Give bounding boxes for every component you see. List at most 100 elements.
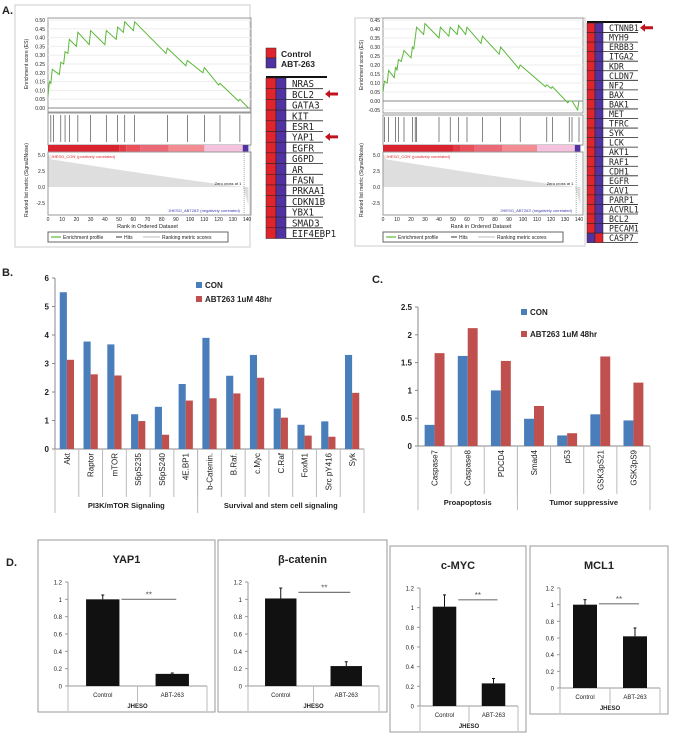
legend-enrichment-profile: Enrichment profile (398, 235, 439, 241)
heat-cell-abt263 (275, 174, 287, 186)
es-tick-label: 0.20 (35, 71, 45, 77)
heat-cell-abt263 (275, 206, 287, 218)
metric-axis-label: Ranked list metric (Signal2Noise) (24, 143, 30, 217)
category-label: FoxM1 (301, 452, 310, 477)
group-label: PI3K/mTOR Signaling (88, 501, 165, 510)
es-tick-label: 0.45 (35, 27, 45, 33)
es-tick-label: 0.30 (370, 45, 380, 51)
x-tick-label: 110 (533, 217, 541, 223)
bar-con (344, 354, 353, 449)
category-label: GSK3pS21 (596, 449, 605, 490)
es-tick-label: 0.40 (370, 27, 380, 33)
es-tick-label: 0.30 (35, 53, 45, 59)
bar-abt263 (185, 400, 193, 449)
gene-label: CASP7 (609, 234, 634, 244)
es-tick-label: 0.45 (370, 18, 380, 24)
es-tick-label: 0.05 (35, 97, 45, 103)
gsea-plot-1 (354, 17, 586, 247)
legend-swatch (196, 296, 202, 302)
heat-cell-control (265, 195, 277, 207)
category-label: GSK3pS9 (629, 449, 638, 485)
heat-cell-abt263 (594, 60, 604, 72)
x-tick-label: 130 (229, 217, 238, 223)
arrow-left-icon (325, 132, 338, 141)
category-label: ABT-263 (623, 695, 647, 701)
heat-cell-abt263 (275, 184, 287, 196)
x-tick-label: 80 (159, 217, 165, 223)
metric-tick-label: 2.5 (373, 169, 380, 175)
y-tick-label: 0.2 (54, 667, 63, 673)
bar-abt263 (114, 375, 122, 449)
heat-cell-control (586, 108, 596, 119)
metric-plot-area (47, 151, 252, 216)
bar-abt263 (161, 434, 170, 449)
arrow-left-icon (640, 23, 653, 32)
es-plot-area (47, 17, 252, 113)
panel-label-b: B. (2, 267, 13, 279)
panel-label-a: A. (2, 5, 13, 17)
category-label: Syk (348, 452, 357, 466)
heat-cell-abt263 (594, 41, 604, 52)
bar-con (178, 384, 186, 449)
rank-color-bar-segment (168, 145, 205, 152)
rank-color-bar-segment (453, 145, 460, 152)
heat-cell-control (586, 32, 596, 43)
heat-cell-control (586, 89, 596, 100)
bar-con (457, 355, 468, 446)
y-tick-label: 1 (45, 417, 50, 426)
metric-tick-label: -2.5 (36, 201, 45, 207)
gene-label: NF2 (609, 81, 624, 91)
heat-cell-control (586, 118, 596, 129)
rank-color-bar-segment (537, 145, 575, 152)
legend-abt263-label: ABT-263 (281, 59, 315, 69)
bar-con (273, 408, 281, 449)
gene-label: CDH1 (609, 167, 629, 177)
metric-axis-label: Ranked list metric (Signal2Noise) (359, 143, 365, 217)
category-label: ABT-263 (335, 693, 359, 699)
heat-cell-abt263 (275, 77, 287, 89)
es-axis-label: Enrichment score (ES) (359, 40, 365, 91)
enrichment-profile-line (382, 22, 580, 112)
gene-label: GATA3 (292, 101, 320, 112)
bar-abt263 (280, 417, 288, 449)
heat-cell-abt263 (275, 163, 287, 175)
x-tick-label: 140 (243, 217, 252, 223)
es-tick-label: 0.35 (35, 44, 45, 50)
bar-con (297, 424, 305, 449)
bar-abt263 (66, 359, 75, 449)
x-tick-label: 0 (47, 217, 50, 223)
x-axis-label: Rank in Ordered Dataset (451, 224, 512, 230)
heat-cell-abt263 (275, 227, 287, 239)
significance-label: ** (321, 583, 327, 592)
bar-con (321, 421, 329, 449)
es-tick-label: 0.15 (35, 80, 45, 86)
bar-con (424, 424, 435, 446)
legend-abt263-swatch (265, 57, 277, 69)
gene-label: KDR (609, 62, 624, 72)
category-label: Control (575, 695, 594, 701)
gene-label: PARP1 (609, 196, 634, 206)
gsea-legend (382, 231, 564, 243)
category-label: Caspase7 (431, 449, 440, 486)
heat-cell-control (265, 174, 277, 186)
x-tick-label: 10 (394, 217, 400, 223)
heat-cell-control (265, 206, 277, 218)
heatmap-top-border (587, 21, 642, 23)
gsea-legend (47, 231, 229, 243)
bar-chart-D1 (37, 539, 216, 713)
heat-cell-abt263 (594, 108, 604, 119)
heat-cell-abt263 (275, 88, 287, 100)
bar-abt263 (500, 360, 511, 446)
gene-label: AR (292, 165, 304, 176)
y-tick-label: 1.2 (406, 587, 415, 593)
ranking-metric-area (383, 155, 581, 205)
heat-cell-control (586, 166, 596, 177)
gene-label: CDKN1B (292, 197, 325, 208)
es-tick-label: 0.00 (35, 106, 45, 112)
significance-label: ** (616, 595, 622, 604)
bar-abt263 (481, 683, 506, 706)
y-tick-label: 1.2 (54, 581, 63, 587)
metric-tick-label: 5.0 (38, 153, 45, 159)
bar-abt263 (567, 433, 578, 446)
